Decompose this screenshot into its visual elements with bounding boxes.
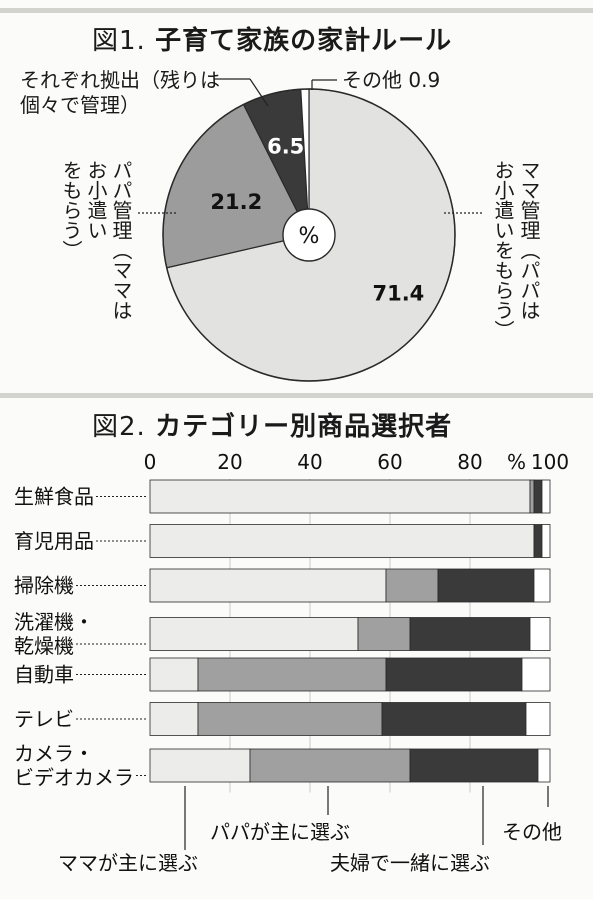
bar-3-seg-0 — [149, 617, 359, 651]
bar-4-seg-0 — [149, 657, 199, 692]
pie-label-separate: それぞれ拠出（残りは 個々で管理） — [20, 68, 220, 118]
bar-0-seg-1 — [529, 479, 535, 514]
pie-value-papa: 21.2 — [210, 190, 262, 214]
pie-center-circle — [282, 208, 336, 262]
bar-3-seg-2 — [409, 617, 531, 651]
bar-6-seg-1 — [249, 748, 411, 783]
pie-label-papa-col2: お小遣い — [84, 160, 108, 240]
pie-value-separate: 6.5 — [267, 135, 304, 159]
bar-2-seg-3 — [533, 568, 551, 603]
bar-5-seg-2 — [381, 702, 527, 736]
legend-label-other: その他 — [502, 820, 562, 844]
figure2-title: 図2. カテゴリー別商品選択者 — [92, 406, 452, 443]
category-label-0-line-0: 生鮮食品 — [14, 485, 94, 509]
x-tick-label-100: 100 — [531, 450, 569, 474]
figure2-title-text: カテゴリー別商品選択者 — [155, 412, 453, 442]
legend-label-mama: ママが主に選ぶ — [58, 851, 198, 875]
bar-1-seg-2 — [533, 524, 543, 558]
figure1-title: 図1. 子育て家族の家計ルール — [92, 20, 452, 57]
x-tick-label-60: 60 — [377, 450, 402, 474]
pie-unit-label: % — [299, 224, 320, 249]
pie-label-separate-line2: 個々で管理） — [20, 93, 140, 117]
bar-6-seg-2 — [409, 748, 539, 783]
bar-2-seg-2 — [437, 568, 535, 603]
pie-label-mama: ママ管理（パパは お小遣いをもらう） — [486, 160, 541, 380]
bar-3-seg-1 — [357, 617, 411, 651]
category-label-3-line-0: 洗濯機・ — [14, 610, 94, 634]
figure1-number: 図1. — [92, 26, 146, 56]
middle-rule — [0, 393, 593, 398]
pie-value-mama: 71.4 — [372, 281, 424, 305]
bar-4-seg-1 — [197, 657, 387, 692]
x-tick-label-40: 40 — [297, 450, 322, 474]
category-label-6-line-1: ビデオカメラ — [14, 766, 134, 790]
bar-6-seg-0 — [149, 748, 251, 783]
stacked-bar-chart: 0 20 40 60 80 100% 生鮮食品育児用品掃除機洗濯機・乾燥機自動車テレビカメラ… — [14, 450, 569, 875]
leader-separate-diagonal — [249, 78, 269, 107]
bar-5-seg-0 — [149, 702, 199, 736]
category-label-6-line-0: カメラ・ — [14, 742, 94, 766]
legend-label-together: 夫婦で一緒に選ぶ — [330, 851, 490, 875]
pie-label-mama-col2: お小遣いをもらう） — [491, 160, 515, 340]
pie-label-papa: パパ管理（ママは お小遣い をもらう） — [58, 160, 133, 370]
bar-5-seg-3 — [525, 702, 551, 736]
x-axis-unit: % — [507, 450, 526, 474]
bar-1-seg-0 — [149, 524, 535, 558]
bar-4-seg-3 — [521, 657, 551, 692]
top-rule — [0, 8, 593, 13]
bar-3-seg-3 — [529, 617, 551, 651]
bar-5-seg-1 — [197, 702, 383, 736]
bar-0-seg-2 — [533, 479, 543, 514]
pie-chart: % 71.4 21.2 6.5 — [138, 78, 484, 382]
bar-6-seg-3 — [537, 748, 551, 783]
category-label-4-line-0: 自動車 — [14, 663, 74, 687]
x-tick-label-20: 20 — [217, 450, 242, 474]
bar-2-seg-0 — [149, 568, 387, 603]
category-label-3-line-1: 乾燥機 — [14, 634, 74, 658]
pie-label-other: その他 0.9 — [342, 68, 441, 92]
category-label-5-line-0: テレビ — [14, 707, 74, 731]
pie-label-papa-col3: をもらう） — [59, 160, 83, 260]
x-tick-label-80: 80 — [457, 450, 482, 474]
x-tick-label-0: 0 — [144, 450, 157, 474]
category-label-2-line-0: 掃除機 — [14, 574, 74, 598]
pie-label-papa-col1: パパ管理（ママは — [109, 160, 133, 320]
pie-label-mama-col1: ママ管理（パパは — [517, 160, 541, 320]
pie-outline — [162, 88, 456, 382]
category-label-1-line-0: 育児用品 — [14, 529, 94, 553]
pie-label-separate-line1: それぞれ拠出（残りは — [20, 68, 220, 92]
bar-0-seg-3 — [541, 479, 551, 514]
figure2-number: 図2. — [92, 412, 146, 442]
bar-1-seg-3 — [541, 524, 551, 558]
bar-4-seg-2 — [385, 657, 523, 692]
legend-label-papa: パパが主に選ぶ — [210, 820, 350, 844]
figure1-title-text: 子育て家族の家計ルール — [155, 26, 453, 56]
bar-2-seg-1 — [385, 568, 439, 603]
bar-0-seg-0 — [149, 479, 531, 514]
